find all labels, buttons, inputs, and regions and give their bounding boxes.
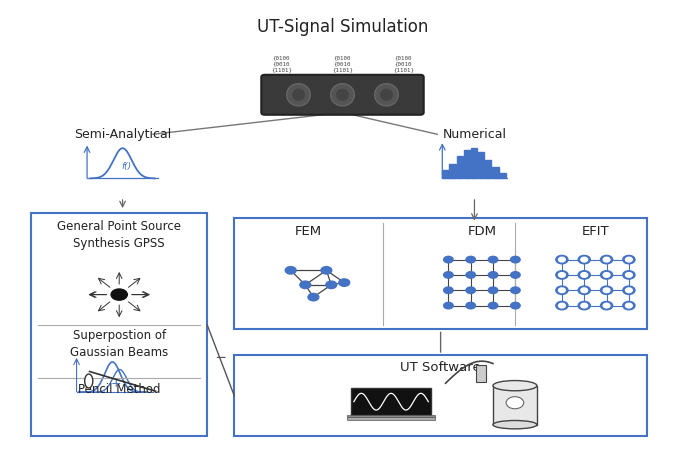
Circle shape	[466, 256, 475, 263]
Circle shape	[578, 286, 590, 295]
Circle shape	[601, 286, 612, 295]
Circle shape	[506, 397, 524, 409]
Ellipse shape	[85, 374, 92, 388]
Circle shape	[601, 271, 612, 279]
Bar	[464, 150, 470, 178]
Bar	[443, 170, 449, 178]
Text: ─: ─	[216, 351, 225, 365]
Ellipse shape	[287, 84, 310, 106]
Bar	[457, 156, 463, 178]
Text: General Point Source
Synthesis GPSS: General Point Source Synthesis GPSS	[58, 220, 182, 250]
Circle shape	[466, 287, 475, 294]
Circle shape	[488, 256, 498, 263]
Circle shape	[625, 257, 632, 262]
Circle shape	[581, 288, 588, 293]
Circle shape	[625, 288, 632, 293]
Circle shape	[601, 301, 612, 310]
Bar	[471, 148, 477, 178]
Circle shape	[510, 272, 520, 278]
Circle shape	[510, 302, 520, 309]
Ellipse shape	[292, 89, 305, 101]
Bar	[351, 388, 431, 415]
Circle shape	[623, 301, 635, 310]
Circle shape	[488, 302, 498, 309]
Circle shape	[603, 272, 610, 277]
Circle shape	[558, 303, 565, 308]
Circle shape	[581, 257, 588, 262]
Circle shape	[603, 303, 610, 308]
Circle shape	[300, 281, 311, 289]
Circle shape	[321, 267, 332, 274]
Circle shape	[556, 271, 568, 279]
Bar	[493, 385, 537, 425]
Circle shape	[578, 271, 590, 279]
Bar	[476, 366, 486, 382]
Text: FDM: FDM	[467, 225, 497, 238]
Text: +: +	[110, 377, 121, 390]
Text: Numerical: Numerical	[443, 128, 506, 141]
Text: FEM: FEM	[295, 225, 322, 238]
Circle shape	[625, 303, 632, 308]
Ellipse shape	[493, 420, 537, 429]
Circle shape	[466, 272, 475, 278]
Circle shape	[623, 286, 635, 295]
Ellipse shape	[375, 84, 398, 106]
Circle shape	[488, 272, 498, 278]
Circle shape	[625, 272, 632, 277]
Circle shape	[510, 256, 520, 263]
FancyBboxPatch shape	[234, 218, 647, 329]
Text: {0100
{0010
{1101}: {0100 {0010 {1101}	[332, 55, 353, 72]
Bar	[493, 167, 499, 178]
Text: Semi-Analytical: Semi-Analytical	[74, 128, 171, 141]
Text: UT-Signal Simulation: UT-Signal Simulation	[257, 18, 428, 36]
Bar	[347, 415, 435, 417]
Circle shape	[444, 272, 453, 278]
Circle shape	[603, 257, 610, 262]
Ellipse shape	[336, 89, 349, 101]
Text: UT Software: UT Software	[400, 360, 481, 374]
Circle shape	[488, 287, 498, 294]
Circle shape	[558, 288, 565, 293]
Bar	[499, 173, 506, 178]
Circle shape	[111, 289, 127, 300]
Circle shape	[578, 301, 590, 310]
Circle shape	[510, 287, 520, 294]
Circle shape	[466, 302, 475, 309]
Text: Superpostion of
Gaussian Beams: Superpostion of Gaussian Beams	[70, 329, 169, 359]
Circle shape	[285, 267, 296, 274]
Circle shape	[603, 288, 610, 293]
Text: Pencil Method: Pencil Method	[78, 383, 160, 396]
Text: {0100
{0010
{1101}: {0100 {0010 {1101}	[271, 55, 292, 72]
Circle shape	[556, 286, 568, 295]
Circle shape	[581, 303, 588, 308]
Bar	[449, 164, 456, 178]
Ellipse shape	[493, 381, 537, 391]
Circle shape	[558, 272, 565, 277]
Circle shape	[326, 281, 337, 289]
Circle shape	[581, 272, 588, 277]
Bar	[478, 152, 484, 178]
Circle shape	[623, 255, 635, 264]
Ellipse shape	[380, 89, 393, 101]
Circle shape	[558, 257, 565, 262]
FancyBboxPatch shape	[261, 75, 424, 115]
Circle shape	[556, 255, 568, 264]
Circle shape	[601, 255, 612, 264]
FancyBboxPatch shape	[234, 355, 647, 436]
Circle shape	[623, 271, 635, 279]
Text: EFIT: EFIT	[582, 225, 609, 238]
Circle shape	[444, 287, 453, 294]
FancyBboxPatch shape	[32, 213, 207, 436]
Bar	[485, 159, 491, 178]
Text: f(): f()	[121, 162, 131, 171]
Circle shape	[556, 301, 568, 310]
Circle shape	[444, 256, 453, 263]
Circle shape	[339, 279, 349, 286]
Ellipse shape	[331, 84, 354, 106]
Circle shape	[444, 302, 453, 309]
Text: {0100
{0010
{1101}: {0100 {0010 {1101}	[393, 55, 414, 72]
Circle shape	[578, 255, 590, 264]
Circle shape	[308, 293, 319, 301]
Bar	[347, 417, 435, 420]
